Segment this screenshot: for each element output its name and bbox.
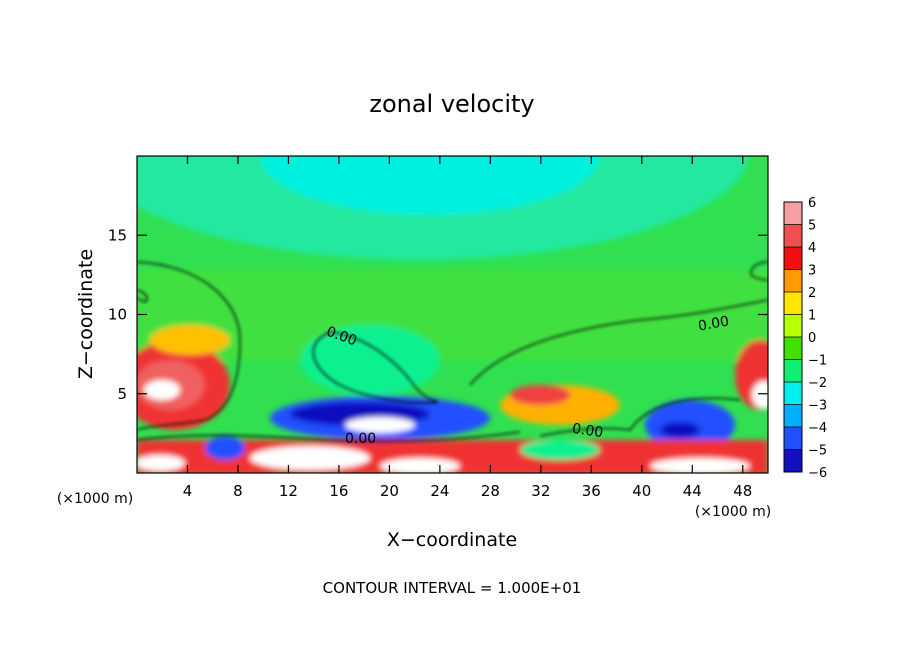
contour-label: 0.00 xyxy=(345,431,376,447)
x-tick-label: 8 xyxy=(233,482,243,500)
colorbar-label: −5 xyxy=(808,444,827,459)
colorbar-label: −3 xyxy=(808,399,827,414)
colorbar-swatch xyxy=(784,427,802,450)
y-tick-label: 10 xyxy=(108,306,127,324)
y-tick-label: 5 xyxy=(117,385,127,403)
colorbar-swatch xyxy=(784,224,802,247)
x-tick-label: 48 xyxy=(733,482,752,500)
colorbar-label: −6 xyxy=(808,466,827,481)
x-tick-label: 28 xyxy=(481,482,500,500)
colorbar-swatch xyxy=(784,202,802,225)
contour-interval-note: CONTOUR INTERVAL = 1.000E+01 xyxy=(323,579,582,597)
x-unit-label-right: (×1000 m) xyxy=(695,504,771,520)
colorbar-label: 5 xyxy=(808,219,816,234)
x-tick-label: 44 xyxy=(683,482,702,500)
colorbar-swatch xyxy=(784,404,802,427)
x-axis: 4 8 12 16 20 24 28 32 36 40 44 48 xyxy=(183,156,752,500)
x-axis-label: X−coordinate xyxy=(387,529,517,551)
colorbar-swatch xyxy=(784,292,802,315)
x-tick-label: 4 xyxy=(183,482,193,500)
x-tick-label: 40 xyxy=(632,482,651,500)
x-tick-label: 36 xyxy=(582,482,601,500)
heatmap-field xyxy=(137,156,768,473)
x-tick-label: 24 xyxy=(430,482,449,500)
colorbar-swatch xyxy=(784,449,802,472)
x-tick-label: 16 xyxy=(329,482,348,500)
colorbar-swatch xyxy=(784,269,802,292)
colorbar-label: 2 xyxy=(808,286,816,301)
colorbar-label: 0 xyxy=(808,331,816,346)
chart-title: zonal velocity xyxy=(369,90,534,118)
colorbar-label: 4 xyxy=(808,241,816,256)
colorbar-label: −2 xyxy=(808,376,827,391)
colorbar-label: −4 xyxy=(808,421,827,436)
colorbar-label: 3 xyxy=(808,264,816,279)
colorbar-label: −1 xyxy=(808,354,827,369)
x-tick-label: 32 xyxy=(531,482,550,500)
colorbar-swatch xyxy=(784,382,802,405)
colorbar-swatch xyxy=(784,337,802,360)
contour-label: 0.00 xyxy=(697,313,730,334)
y-tick-label: 15 xyxy=(108,226,127,244)
x-tick-label: 20 xyxy=(380,482,399,500)
contour-label: 0.00 xyxy=(571,421,604,441)
y-axis-label: Z−coordinate xyxy=(75,249,97,379)
colorbar-swatch xyxy=(784,314,802,337)
colorbar-swatch xyxy=(784,359,802,382)
colorbar-label: 1 xyxy=(808,309,816,324)
x-tick-label: 12 xyxy=(279,482,298,500)
colorbar: 6 5 4 3 2 1 0 −1 −2 −3 −4 −5 −6 xyxy=(783,196,827,481)
colorbar-label: 6 xyxy=(808,196,816,211)
x-unit-label-left: (×1000 m) xyxy=(57,491,133,507)
y-axis: 5 10 15 xyxy=(108,226,768,403)
colorbar-swatch xyxy=(784,247,802,270)
